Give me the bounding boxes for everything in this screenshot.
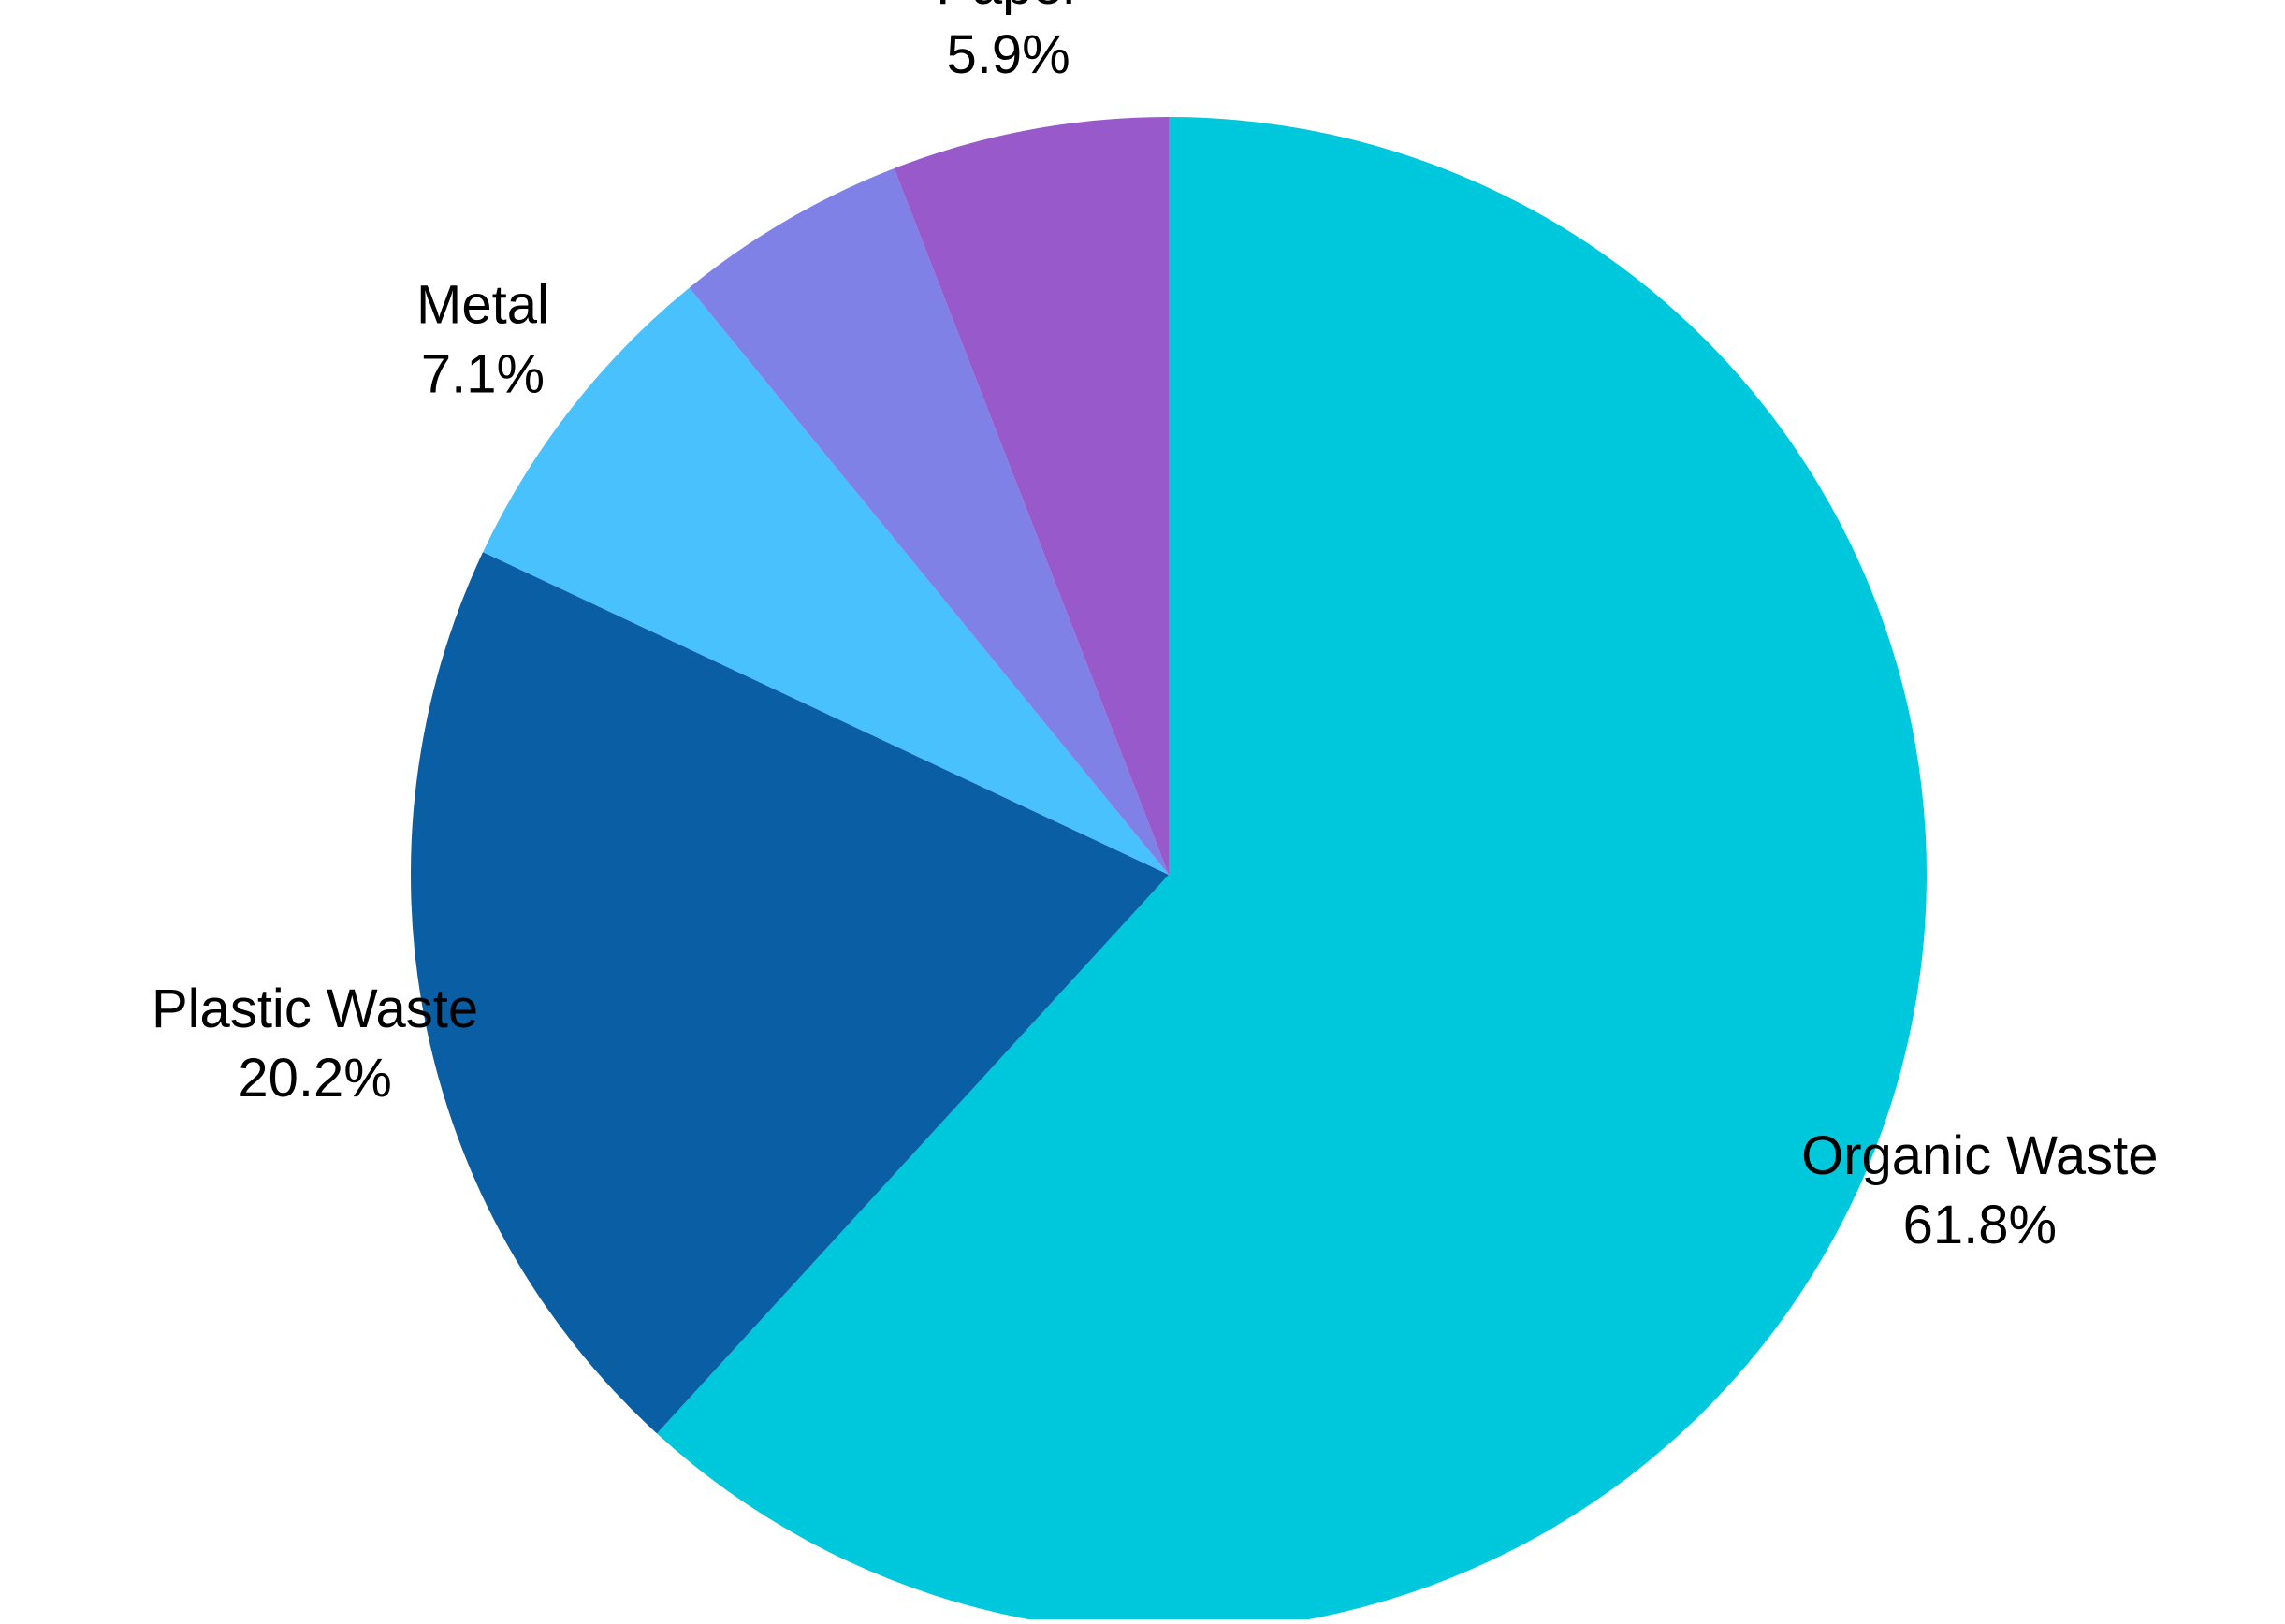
pie-label-value: 5.9% — [947, 24, 1070, 85]
pie-label-name: Metal — [416, 275, 549, 336]
pie-slice-unlabeled — [689, 168, 1169, 875]
pie-slice-metal — [483, 287, 1169, 875]
pie-label-name: Paper — [936, 0, 1081, 16]
pie-label-value: 61.8% — [1903, 1195, 2057, 1255]
pie-label-metal: Metal 7.1% — [416, 275, 549, 405]
pie-slice-paper — [894, 117, 1169, 875]
pie-slice-plastic-waste — [410, 552, 1169, 1434]
pie-label-name: Plastic Waste — [152, 979, 478, 1039]
pie-label-value: 20.2% — [238, 1048, 391, 1109]
pie-label-plastic-waste: Plastic Waste 20.2% — [152, 979, 478, 1109]
pie-label-value: 7.1% — [421, 344, 545, 405]
pie-label-name: Organic Waste — [1801, 1125, 2158, 1186]
pie-slice-organic-waste — [656, 117, 1927, 1624]
pie-slices — [410, 117, 1927, 1624]
pie-label-organic-waste: Organic Waste 61.8% — [1801, 1125, 2158, 1255]
pie-labels: Organic Waste 61.8% Plastic Waste 20.2% Meta… — [152, 0, 2159, 1255]
pie-label-paper: Paper 5.9% — [936, 0, 1081, 85]
